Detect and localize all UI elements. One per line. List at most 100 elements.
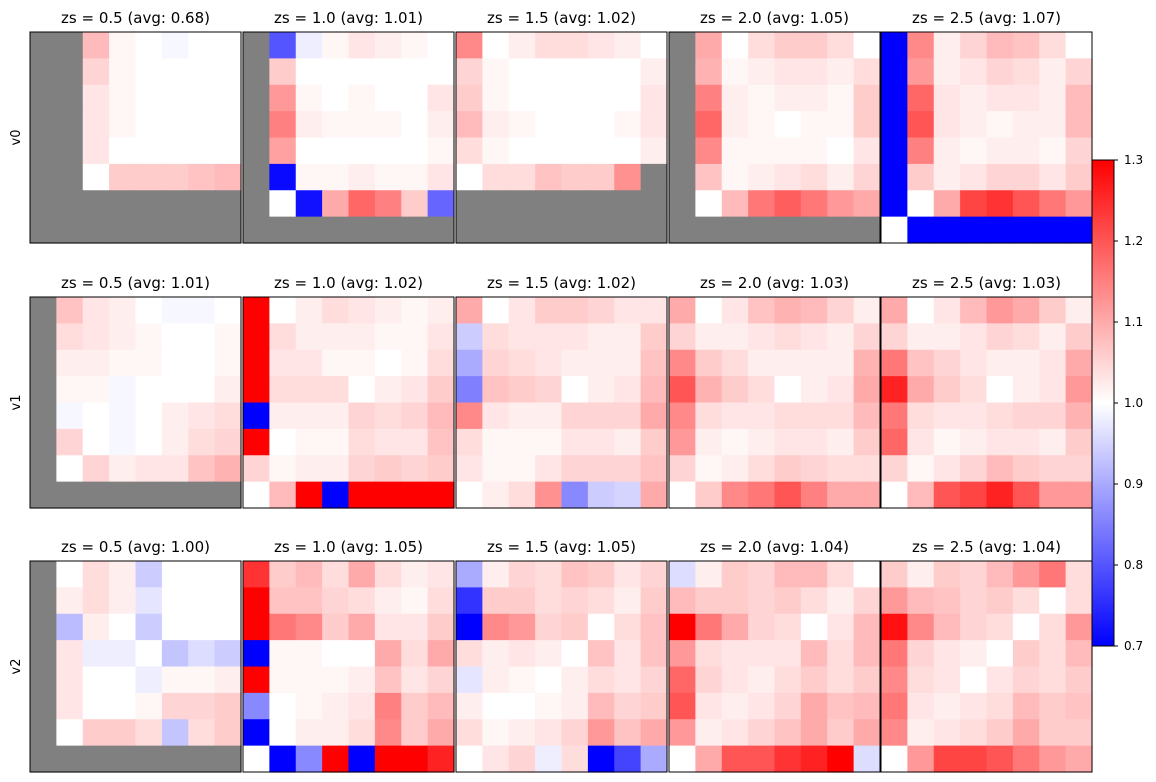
heatmap-cell xyxy=(774,402,802,430)
heatmap-cell xyxy=(827,163,855,191)
heatmap-cell xyxy=(30,323,57,351)
heatmap-cell xyxy=(907,481,935,509)
heatmap-cell xyxy=(456,216,483,244)
heatmap-cell xyxy=(456,111,483,139)
heatmap-cell xyxy=(800,32,828,59)
heatmap-cell xyxy=(561,692,589,720)
heatmap-cell xyxy=(669,163,696,191)
heatmap-cell xyxy=(907,561,935,588)
heatmap-cell xyxy=(295,163,323,191)
heatmap-cell xyxy=(748,745,776,773)
heatmap-cell xyxy=(322,640,350,668)
heatmap-cell xyxy=(881,692,908,720)
heatmap-cell xyxy=(109,719,137,747)
panel-frame xyxy=(668,31,881,244)
heatmap-cell xyxy=(456,32,483,59)
heatmap-cell xyxy=(1065,428,1093,456)
heatmap-cell xyxy=(56,376,84,404)
heatmap-cell xyxy=(322,402,350,430)
heatmap-cell xyxy=(401,163,429,191)
heatmap-cell xyxy=(881,163,908,191)
heatmap-cell xyxy=(508,561,536,588)
heatmap-cell xyxy=(30,455,57,483)
heatmap-cell xyxy=(748,216,776,244)
heatmap-cell xyxy=(986,613,1014,641)
heatmap-cell xyxy=(1065,587,1093,615)
heatmap-cell xyxy=(535,613,563,641)
heatmap-panel: zs = 2.5 (avg: 1.03) xyxy=(880,274,1093,509)
heatmap-cell xyxy=(56,666,84,694)
heatmap-cell xyxy=(561,297,589,324)
heatmap-cell xyxy=(986,297,1014,324)
panel-frame xyxy=(29,31,242,244)
heatmap-cell xyxy=(401,111,429,139)
heatmap-cell xyxy=(561,163,589,191)
heatmap-cell xyxy=(30,32,57,59)
heatmap-cell xyxy=(640,297,668,324)
heatmap-cell xyxy=(881,745,908,773)
heatmap-cell xyxy=(933,666,961,694)
heatmap-cell xyxy=(401,190,429,218)
heatmap-cell xyxy=(881,137,908,165)
heatmap-cell xyxy=(322,349,350,377)
heatmap-cell xyxy=(161,111,189,139)
heatmap-cell xyxy=(482,323,510,351)
heatmap-cell xyxy=(135,190,163,218)
heatmap-cell xyxy=(721,666,749,694)
heatmap-cell xyxy=(295,58,323,86)
heatmap-cell xyxy=(853,297,881,324)
heatmap-cell xyxy=(669,455,696,483)
heatmap-cell xyxy=(109,640,137,668)
heatmap-cell xyxy=(695,137,723,165)
heatmap-cell xyxy=(456,666,483,694)
heatmap-cell xyxy=(669,323,696,351)
heatmap-cell xyxy=(1012,587,1040,615)
heatmap-cell xyxy=(535,297,563,324)
heatmap-cell xyxy=(456,323,483,351)
heatmap-cell xyxy=(269,745,297,773)
heatmap-cell xyxy=(482,561,510,588)
heatmap-cell xyxy=(295,137,323,165)
heatmap-cell xyxy=(960,58,988,86)
heatmap-cell xyxy=(508,58,536,86)
heatmap-cell xyxy=(695,349,723,377)
heatmap-cell xyxy=(614,216,642,244)
heatmap-cell xyxy=(348,613,376,641)
heatmap-cell xyxy=(135,323,163,351)
heatmap-cell xyxy=(800,376,828,404)
heatmap-cell xyxy=(827,719,855,747)
heatmap-cell xyxy=(56,613,84,641)
heatmap-cell xyxy=(827,692,855,720)
heatmap-cell xyxy=(82,323,110,351)
heatmap-cell xyxy=(56,692,84,720)
heatmap-cell xyxy=(295,323,323,351)
heatmap-cell xyxy=(853,666,881,694)
heatmap-cell xyxy=(188,692,216,720)
heatmap-cell xyxy=(456,745,483,773)
heatmap-cell xyxy=(561,481,589,509)
heatmap-cell xyxy=(827,111,855,139)
heatmap-cell xyxy=(135,84,163,112)
heatmap-cell xyxy=(456,190,483,218)
heatmap-cell xyxy=(587,190,615,218)
colorbar-tick-label: 1.0 xyxy=(1124,396,1143,410)
heatmap-cell xyxy=(960,376,988,404)
heatmap-cell xyxy=(535,137,563,165)
heatmap-panel: zs = 2.5 (avg: 1.04) xyxy=(880,538,1093,773)
heatmap-cell xyxy=(721,297,749,324)
heatmap-cell xyxy=(960,745,988,773)
heatmap-cell xyxy=(748,32,776,59)
heatmap-cell xyxy=(214,719,242,747)
heatmap-cell xyxy=(960,216,988,244)
heatmap-cell xyxy=(348,32,376,59)
heatmap-cell xyxy=(188,587,216,615)
heatmap-cell xyxy=(427,58,455,86)
heatmap-cell xyxy=(960,561,988,588)
heatmap-cell xyxy=(269,376,297,404)
heatmap-cell xyxy=(214,561,242,588)
heatmap-cell xyxy=(56,481,84,509)
heatmap-cell xyxy=(456,349,483,377)
heatmap-cell xyxy=(960,323,988,351)
heatmap-cell xyxy=(535,163,563,191)
heatmap-panel: zs = 0.5 (avg: 1.00) xyxy=(29,538,242,773)
